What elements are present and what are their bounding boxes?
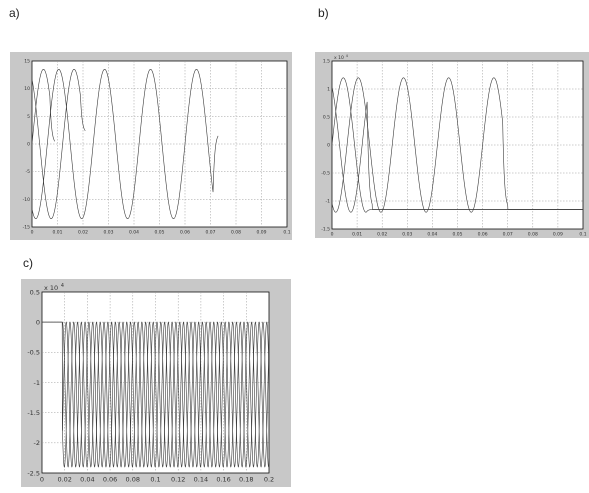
x-tick-label: 0 bbox=[31, 230, 34, 236]
y-tick-label: -2 bbox=[34, 439, 40, 447]
y-tick-label: -1.5 bbox=[27, 409, 40, 417]
x-tick-label: 0 bbox=[331, 232, 334, 238]
chart-c-figure: 0 0.02 0.04 0.06 0.08 0.1 0.12 0.14 0.16 0.18 0.2 0… bbox=[21, 279, 291, 487]
chart-a-figure: 0 0.01 0.02 0.03 0.04 0.05 0.06 0.07 0.08 0.09 0.1… bbox=[10, 52, 292, 240]
series-line-2 bbox=[31, 68, 86, 220]
y-tick-label: -1.5 bbox=[321, 227, 330, 233]
exponent-power: 4 bbox=[61, 283, 64, 289]
x-tick-label: 0.03 bbox=[103, 230, 113, 236]
x-tick-label: 0.08 bbox=[231, 230, 241, 236]
x-tick-label: 0.02 bbox=[78, 230, 88, 236]
series-line-3 bbox=[42, 321, 270, 468]
x-tick-label: 0.06 bbox=[103, 476, 117, 484]
x-tick-label: 0.1 bbox=[283, 230, 290, 236]
y-tick-label: 5 bbox=[27, 114, 30, 120]
y-tick-label: 0.5 bbox=[323, 115, 330, 121]
y-tick-label: -0.5 bbox=[321, 171, 330, 177]
x-tick-label: 0.05 bbox=[154, 230, 164, 236]
panel-label-c: c) bbox=[23, 256, 33, 270]
x-tick-label: 0.01 bbox=[352, 232, 362, 238]
y-tick-label: -0.5 bbox=[27, 349, 40, 357]
series-line-1 bbox=[42, 321, 270, 468]
x-tick-label: 0.02 bbox=[377, 232, 387, 238]
exponent-power: 4 bbox=[346, 54, 348, 58]
x-tick-label: 0.06 bbox=[478, 232, 488, 238]
series-line-3 bbox=[31, 68, 219, 220]
series-line-3 bbox=[331, 77, 583, 213]
x-tick-label: 0.07 bbox=[205, 230, 215, 236]
x-tick-label: 0.02 bbox=[57, 476, 71, 484]
x-tick-label: 0.06 bbox=[180, 230, 190, 236]
chart-b-svg: 0 0.01 0.02 0.03 0.04 0.05 0.06 0.07 0.08 0.09 0.1… bbox=[321, 54, 586, 238]
y-tick-label: 0 bbox=[36, 318, 40, 326]
panel-label-a: a) bbox=[9, 6, 20, 20]
panel-label-b: b) bbox=[318, 6, 329, 20]
x-tick-label: 0.04 bbox=[129, 230, 139, 236]
exponent-label: x 10 bbox=[44, 284, 58, 292]
x-tick-label: 0.04 bbox=[427, 232, 437, 238]
y-tick-label: 10 bbox=[24, 86, 30, 92]
y-tick-label: -2.5 bbox=[27, 469, 40, 477]
x-tick-label: 0.2 bbox=[264, 476, 274, 484]
x-tick-label: 0.18 bbox=[239, 476, 253, 484]
y-tick-label: -1 bbox=[34, 379, 40, 387]
y-tick-label: -1 bbox=[326, 199, 331, 205]
y-tick-label: 0.5 bbox=[30, 288, 40, 296]
x-tick-label: 0.04 bbox=[80, 476, 94, 484]
x-tick-label: 0.09 bbox=[256, 230, 266, 236]
y-tick-label: -10 bbox=[23, 197, 30, 203]
y-tick-label: -5 bbox=[26, 169, 31, 175]
exponent-label: x 10 bbox=[334, 55, 344, 61]
x-tick-label: 0.05 bbox=[452, 232, 462, 238]
chart-a-svg: 0 0.01 0.02 0.03 0.04 0.05 0.06 0.07 0.08 0.09 0.1… bbox=[23, 59, 291, 236]
y-tick-label: 0 bbox=[27, 142, 30, 148]
y-tick-label: -15 bbox=[23, 225, 30, 231]
y-tick-label: 1.5 bbox=[323, 59, 330, 65]
y-tick-label: 0 bbox=[327, 143, 330, 149]
x-tick-label: 0.08 bbox=[528, 232, 538, 238]
chart-b-figure: 0 0.01 0.02 0.03 0.04 0.05 0.06 0.07 0.08 0.09 0.1… bbox=[315, 52, 589, 238]
y-tick-label: 1 bbox=[327, 87, 330, 93]
x-tick-label: 0.01 bbox=[52, 230, 62, 236]
x-tick-label: 0.16 bbox=[216, 476, 230, 484]
x-tick-label: 0 bbox=[40, 476, 44, 484]
x-tick-label: 0.07 bbox=[503, 232, 513, 238]
x-tick-label: 0.14 bbox=[194, 476, 208, 484]
x-tick-label: 0.12 bbox=[171, 476, 185, 484]
y-tick-label: 15 bbox=[24, 59, 30, 65]
x-tick-label: 0.1 bbox=[579, 232, 586, 238]
x-tick-label: 0.08 bbox=[126, 476, 140, 484]
series-line-2 bbox=[42, 321, 270, 468]
x-tick-label: 0.1 bbox=[150, 476, 160, 484]
chart-c-svg: 0 0.02 0.04 0.06 0.08 0.1 0.12 0.14 0.16 0.18 0.2 0… bbox=[27, 283, 274, 484]
x-tick-label: 0.09 bbox=[553, 232, 563, 238]
x-tick-label: 0.03 bbox=[402, 232, 412, 238]
